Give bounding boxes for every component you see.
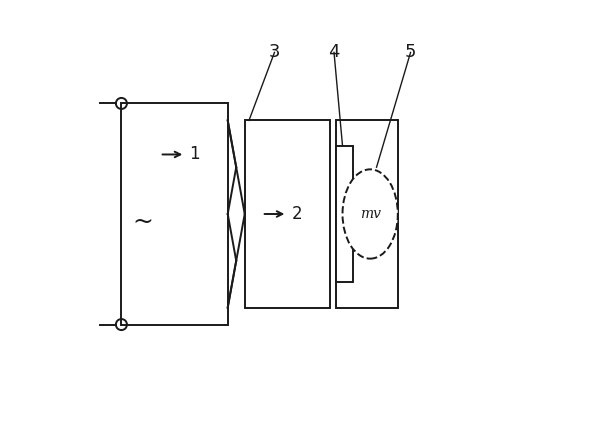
Bar	[245, 120, 330, 308]
Bar	[121, 104, 228, 324]
Text: ~: ~	[132, 211, 153, 234]
Text: 4: 4	[328, 43, 340, 61]
Text: 3: 3	[269, 43, 280, 61]
Text: 2: 2	[292, 205, 302, 223]
Bar	[336, 120, 398, 308]
Bar	[336, 146, 353, 282]
Ellipse shape	[343, 169, 398, 259]
Text: 1: 1	[190, 146, 200, 163]
Text: 5: 5	[405, 43, 416, 61]
Text: mv: mv	[359, 207, 380, 221]
